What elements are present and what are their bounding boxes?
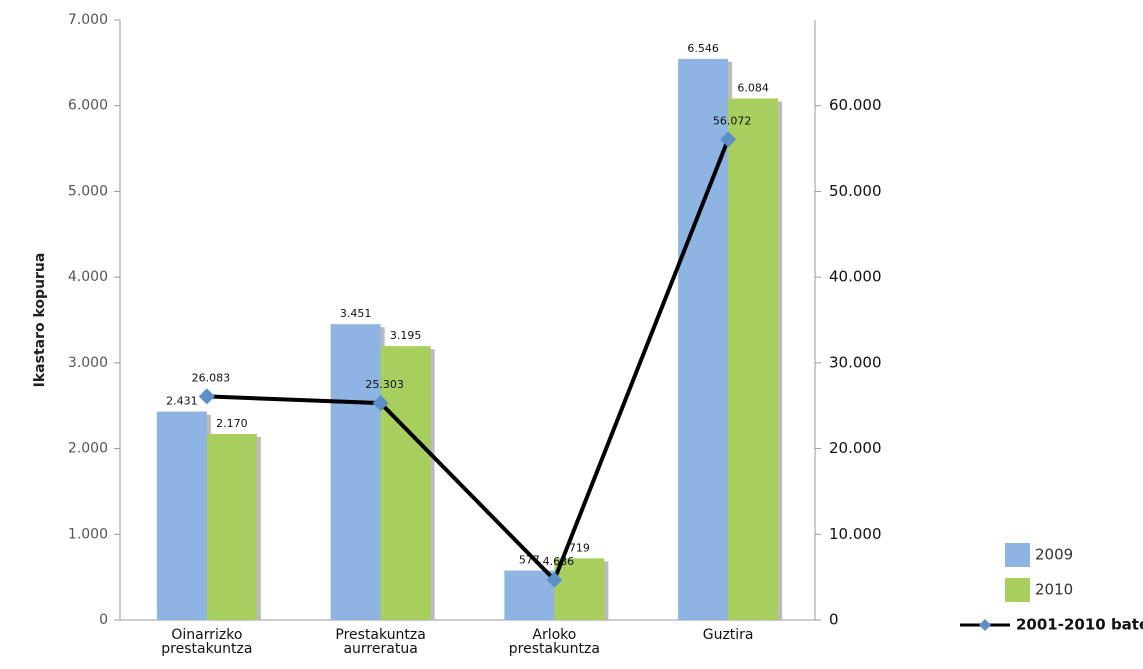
legend-label: 2009 [1035, 546, 1073, 564]
line-marker [372, 395, 389, 412]
y-tick-label: 6.000 [68, 98, 108, 114]
y-tick-label: 5.000 [68, 183, 108, 199]
legend-marker [979, 619, 991, 631]
bar [206, 434, 257, 620]
y2-tick-label: 40.000 [829, 268, 882, 286]
y-tick-label: 3.000 [68, 355, 108, 371]
y2-tick-label: 20.000 [829, 439, 882, 457]
value-label: 2.170 [216, 417, 248, 430]
y-tick-label: 0 [99, 612, 108, 628]
value-label: 3.195 [390, 329, 422, 342]
y-tick-label: 7.000 [68, 12, 108, 28]
bar [678, 58, 729, 620]
bar [504, 570, 555, 620]
bar [330, 324, 381, 620]
value-label: 577 [519, 554, 540, 567]
legend-label: 2010 [1035, 581, 1073, 599]
line-marker [720, 131, 737, 148]
y-axis-label: Ikastaro kopurua [32, 253, 48, 388]
y-tick-label: 4.000 [68, 269, 108, 285]
y2-tick-label: 50.000 [829, 182, 882, 200]
x-tick-label: Guztira [702, 627, 754, 643]
value-label: 719 [569, 541, 590, 554]
y2-tick-label: 60.000 [829, 96, 882, 114]
legend-swatch [1005, 578, 1030, 602]
y2-tick-label: 0 [829, 611, 839, 629]
bar [728, 98, 779, 620]
y-tick-label: 2.000 [68, 441, 108, 457]
line-value-label: 56.072 [713, 114, 752, 127]
line-marker [546, 571, 563, 588]
legend-label: 2001-2010 bateratua [1016, 616, 1143, 634]
y2-tick-label: 30.000 [829, 353, 882, 371]
line-value-label: 25.303 [365, 378, 404, 391]
x-tick-label: Oinarrizko prestakuntza [161, 627, 253, 657]
value-label: 2.431 [166, 395, 198, 408]
line-marker [198, 388, 215, 405]
bar [554, 558, 605, 620]
x-tick-label: Prestakuntza aurreratua [335, 627, 426, 657]
value-label: 6.546 [687, 42, 719, 55]
value-label: 3.451 [340, 307, 372, 320]
line-value-label: 4.686 [543, 555, 575, 568]
line-value-label: 26.083 [192, 371, 231, 384]
bar [156, 411, 207, 620]
bar [380, 346, 431, 620]
legend-swatch [1005, 543, 1030, 567]
y-tick-label: 1.000 [68, 526, 108, 542]
value-label: 6.084 [737, 82, 769, 95]
x-tick-label: Arloko prestakuntza [508, 627, 600, 657]
y2-tick-label: 10.000 [829, 525, 882, 543]
line [206, 138, 730, 584]
